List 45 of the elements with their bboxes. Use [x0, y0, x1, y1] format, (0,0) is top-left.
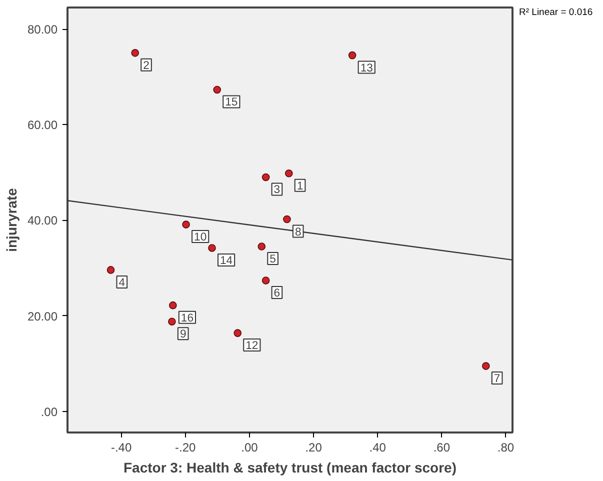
y-axis-title: injuryrate — [3, 188, 20, 252]
annotation: 12 — [246, 340, 258, 352]
x-tick-label: .20 — [305, 440, 322, 454]
annotation: 6 — [274, 287, 280, 300]
point — [284, 169, 293, 178]
point — [208, 244, 216, 252]
point — [283, 215, 291, 224]
point — [262, 173, 270, 182]
x-tick-label: .00 — [241, 440, 258, 454]
point — [169, 301, 177, 310]
y-tick-label: 80.00 — [27, 22, 58, 37]
point — [182, 220, 190, 228]
y-tick-label: .00 — [40, 404, 58, 419]
annotation: 13 — [360, 62, 373, 74]
annotation: 15 — [225, 96, 238, 109]
y-tick-label: 40.00 — [27, 214, 58, 228]
point — [262, 276, 270, 284]
annotation: 2 — [143, 60, 150, 72]
x-tick-label: .80 — [497, 440, 514, 454]
annotation: 16 — [180, 312, 194, 324]
x-tick-label: .40 — [369, 440, 386, 454]
point — [168, 318, 176, 326]
annotation: 10 — [194, 232, 207, 244]
x-tick-label: -.40 — [110, 440, 132, 454]
x-axis-title: Factor 3: Health & safety trust (mean factor score) — [124, 460, 456, 476]
point — [106, 266, 115, 274]
y-tick-label: 20.00 — [27, 309, 58, 324]
annotation: 1 — [296, 180, 304, 192]
annotation: 4 — [118, 276, 126, 289]
point — [131, 49, 139, 57]
annotation: 3 — [274, 184, 280, 196]
point — [348, 51, 356, 60]
annotation: 8 — [294, 226, 302, 238]
point — [213, 86, 222, 94]
point — [482, 362, 490, 370]
annotation: 9 — [180, 328, 186, 341]
annotation: 14 — [220, 254, 233, 267]
y-tick-label: 60.00 — [27, 118, 58, 132]
text: R² Linear = 0.016 — [519, 6, 593, 20]
x-tick-label: .60 — [433, 440, 450, 454]
annotation: 5 — [270, 254, 276, 266]
annotation: 7 — [494, 373, 500, 386]
x-tick-label: -.20 — [175, 440, 196, 454]
point — [234, 329, 242, 337]
point — [258, 242, 266, 250]
